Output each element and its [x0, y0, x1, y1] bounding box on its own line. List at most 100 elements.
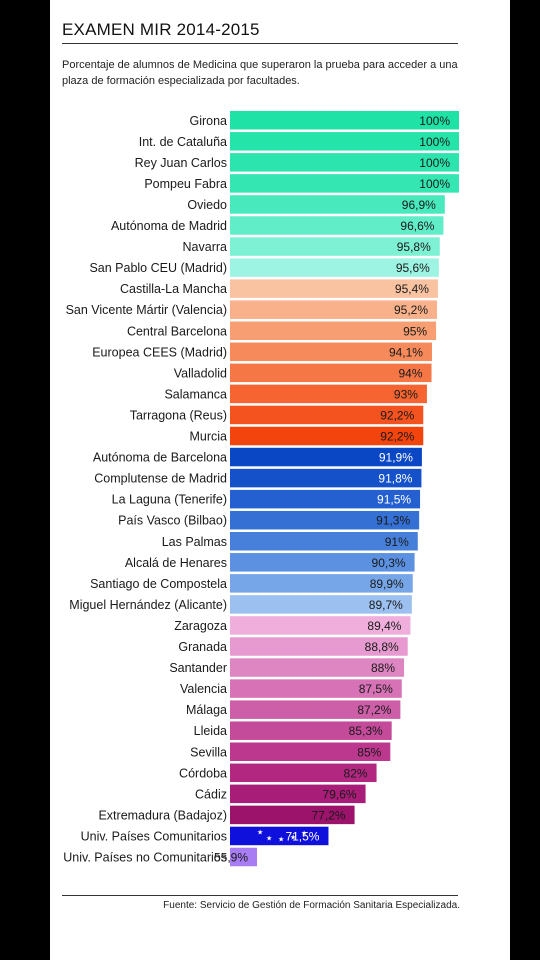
value-label: 94,1%	[389, 345, 423, 359]
source-note: Fuente: Servicio de Gestión de Formación…	[163, 900, 460, 911]
category-label: Murcia	[189, 430, 227, 444]
bar	[230, 153, 459, 172]
category-label: Las Palmas	[162, 535, 227, 549]
footer-divider	[62, 895, 458, 896]
category-label: Rey Juan Carlos	[135, 156, 227, 170]
value-label: 95,2%	[394, 303, 428, 317]
bar	[230, 279, 438, 298]
bar	[230, 426, 424, 446]
value-label: 87,5%	[359, 682, 393, 696]
bar	[230, 363, 432, 383]
category-label: Castilla-La Mancha	[120, 282, 227, 296]
bar	[230, 132, 459, 151]
value-label: 96,6%	[400, 219, 434, 233]
bar	[230, 763, 377, 783]
bar	[230, 679, 402, 698]
value-label: 77,2%	[312, 808, 346, 822]
category-label: Autónoma de Madrid	[111, 219, 227, 233]
category-label: Cádiz	[195, 787, 227, 801]
value-label: 96,9%	[402, 198, 436, 212]
page-subtitle: Porcentaje de alumnos de Medicina que su…	[62, 59, 458, 87]
value-label: 85,3%	[349, 724, 383, 738]
value-label: 87,2%	[357, 703, 391, 717]
category-label: San Vicente Mártir (Valencia)	[66, 303, 227, 317]
value-label: 100%	[419, 156, 450, 170]
page-title: EXAMEN MIR 2014-2015	[62, 20, 260, 39]
value-label: 85%	[357, 745, 381, 759]
value-label: 95,4%	[395, 282, 429, 296]
bar	[230, 489, 421, 509]
bar	[230, 826, 329, 846]
bar	[230, 574, 413, 593]
category-label: Central Barcelona	[127, 324, 227, 338]
bar	[230, 174, 459, 193]
star-icon: ★	[266, 835, 272, 843]
category-label: Oviedo	[187, 198, 227, 212]
value-label: 92,2%	[380, 408, 414, 422]
star-icon: ★	[257, 829, 263, 837]
bar	[230, 321, 437, 340]
category-label: Valencia	[180, 682, 227, 696]
value-label: 91,8%	[378, 472, 412, 486]
category-label: San Pablo CEU (Madrid)	[89, 261, 227, 275]
bar	[230, 468, 422, 488]
value-label: 95%	[403, 324, 427, 338]
bar	[230, 742, 391, 761]
category-label: Santiago de Compostela	[90, 577, 227, 591]
category-label: Córdoba	[179, 766, 227, 780]
bar	[230, 342, 432, 362]
bar	[230, 553, 415, 572]
category-label: Alcalá de Henares	[125, 556, 227, 570]
bar	[230, 300, 438, 319]
bar	[230, 216, 444, 235]
category-label: Lleida	[194, 724, 227, 738]
value-label: 91,5%	[377, 493, 411, 507]
value-label: 89,9%	[370, 577, 404, 591]
value-label: 89,4%	[367, 619, 401, 633]
bar	[230, 595, 412, 614]
bar	[230, 784, 366, 804]
category-label: Málaga	[186, 703, 227, 717]
category-label: Valladolid	[174, 366, 227, 380]
value-label: 94%	[398, 366, 422, 380]
category-label: Int. de Cataluña	[139, 135, 227, 149]
category-label: Navarra	[183, 240, 228, 254]
value-label: 79,6%	[323, 787, 357, 801]
bar	[230, 447, 422, 467]
value-label: 88%	[371, 661, 395, 675]
value-label: 95,6%	[396, 261, 430, 275]
star-icon: ★	[301, 830, 307, 838]
value-label: 91,3%	[376, 514, 410, 528]
bar	[230, 532, 418, 551]
star-icon: ★	[278, 836, 284, 844]
value-label: 71,5%	[285, 829, 319, 843]
category-label: Zaragoza	[174, 619, 227, 633]
category-label: Girona	[189, 114, 227, 128]
value-label: 100%	[419, 135, 450, 149]
bar	[230, 237, 440, 256]
bar	[230, 616, 411, 635]
bar	[230, 721, 392, 740]
category-label: Pompeu Fabra	[144, 177, 227, 191]
value-label: 93%	[394, 387, 418, 401]
bar	[230, 195, 445, 214]
value-label: 100%	[419, 177, 450, 191]
category-label: Santander	[169, 661, 227, 675]
bar	[230, 384, 427, 404]
value-label: 55,9%	[214, 851, 248, 865]
category-label: Autónoma de Barcelona	[93, 451, 227, 465]
category-label: Univ. Países no Comunitarios	[63, 851, 227, 865]
bar	[230, 111, 459, 130]
category-label: Europea CEES (Madrid)	[92, 345, 227, 359]
value-label: 91,9%	[379, 451, 413, 465]
bar	[230, 510, 420, 530]
title-divider	[62, 43, 458, 44]
bar	[230, 847, 258, 867]
value-label: 95,8%	[397, 240, 431, 254]
value-label: 89,7%	[369, 598, 403, 612]
category-label: Univ. Países Comunitarios	[81, 829, 227, 843]
category-label: Miguel Hernández (Alicante)	[69, 598, 227, 612]
star-icon: ★	[290, 834, 296, 842]
value-label: 92,2%	[380, 430, 414, 444]
